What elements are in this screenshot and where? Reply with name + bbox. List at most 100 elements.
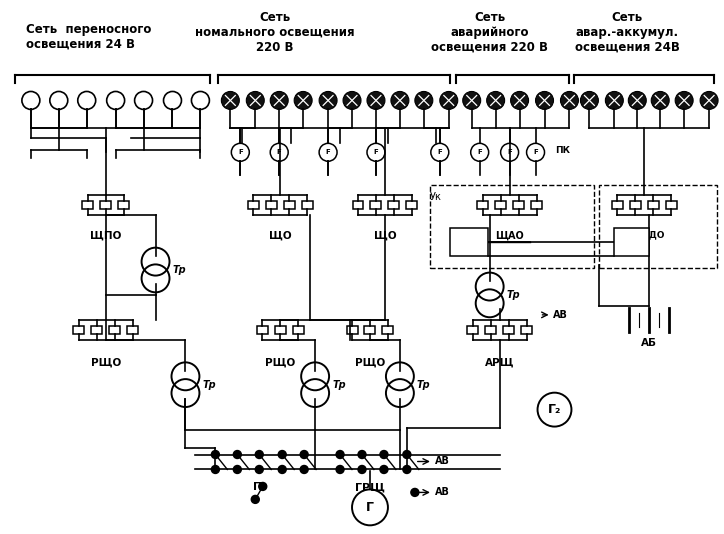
Bar [513, 201, 524, 209]
Circle shape [233, 466, 241, 474]
Circle shape [319, 143, 337, 161]
Circle shape [415, 91, 433, 109]
Bar [531, 201, 542, 209]
Bar [648, 201, 659, 209]
Bar [467, 326, 478, 334]
Text: ПК: ПК [555, 146, 571, 155]
Circle shape [352, 490, 388, 525]
Text: F: F [374, 150, 379, 155]
Circle shape [343, 91, 361, 109]
Bar [430, 185, 594, 268]
Circle shape [246, 91, 264, 109]
Text: F: F [238, 150, 243, 155]
Circle shape [256, 451, 264, 459]
Circle shape [270, 91, 288, 109]
Circle shape [211, 451, 219, 459]
Circle shape [403, 466, 411, 474]
Bar [389, 201, 400, 209]
Circle shape [278, 451, 286, 459]
Circle shape [251, 496, 259, 504]
Circle shape [403, 451, 411, 459]
Text: РЩО: РЩО [265, 358, 295, 368]
Text: Тр: Тр [203, 380, 216, 390]
Circle shape [336, 466, 344, 474]
Circle shape [367, 143, 385, 161]
Bar [353, 201, 363, 209]
Circle shape [358, 451, 366, 459]
Bar [292, 326, 303, 334]
Text: П: П [253, 482, 262, 492]
Bar [83, 201, 93, 209]
Circle shape [675, 91, 693, 109]
Circle shape [581, 91, 598, 109]
Text: Тр: Тр [507, 290, 521, 300]
Circle shape [358, 466, 366, 474]
Text: Ук: Ук [430, 192, 442, 202]
Text: Сеть  переносного
освещения 24 В: Сеть переносного освещения 24 В [26, 22, 151, 51]
Bar [371, 201, 382, 209]
Circle shape [278, 466, 286, 474]
Bar [406, 201, 417, 209]
Bar [100, 201, 111, 209]
Text: Г₂: Г₂ [548, 403, 561, 416]
Text: РЩО: РЩО [355, 358, 385, 368]
Text: АБ: АБ [641, 338, 657, 348]
Circle shape [233, 451, 241, 459]
Text: Тр: Тр [172, 265, 186, 275]
Circle shape [605, 91, 623, 109]
Bar [477, 201, 488, 209]
Text: ЩО: ЩО [269, 230, 292, 240]
Text: F: F [277, 150, 282, 155]
Bar [257, 326, 268, 334]
Text: Тр: Тр [332, 380, 345, 390]
Circle shape [300, 451, 308, 459]
Bar [127, 326, 138, 334]
Bar [665, 201, 677, 209]
Circle shape [336, 451, 344, 459]
Circle shape [487, 91, 505, 109]
Bar [274, 326, 286, 334]
Bar [495, 201, 506, 209]
Text: F: F [437, 150, 442, 155]
Circle shape [300, 466, 308, 474]
Circle shape [537, 392, 571, 427]
Bar [266, 201, 277, 209]
Circle shape [319, 91, 337, 109]
Text: F: F [326, 150, 330, 155]
Circle shape [560, 91, 578, 109]
Bar [503, 326, 514, 334]
Text: Тр: Тр [417, 380, 431, 390]
Text: АРЩ: АРЩ [485, 358, 514, 368]
Circle shape [510, 91, 529, 109]
Circle shape [431, 143, 449, 161]
Circle shape [391, 91, 409, 109]
Bar [118, 201, 129, 209]
Circle shape [700, 91, 718, 109]
Text: АВ: АВ [435, 457, 450, 467]
Bar [284, 201, 295, 209]
Text: ЩАО: ЩАО [495, 230, 524, 240]
Text: F: F [508, 150, 512, 155]
Bar [73, 326, 84, 334]
Text: F: F [533, 150, 538, 155]
Circle shape [294, 91, 312, 109]
Bar [599, 185, 717, 268]
Bar [615, 228, 649, 256]
Circle shape [439, 91, 458, 109]
Bar [382, 326, 393, 334]
Bar [109, 326, 120, 334]
Bar [347, 326, 358, 334]
Bar [91, 326, 102, 334]
Bar [364, 326, 376, 334]
Circle shape [222, 91, 240, 109]
Text: АВ: АВ [552, 310, 568, 320]
Circle shape [500, 143, 518, 161]
Text: ЩПО: ЩПО [90, 230, 122, 240]
Circle shape [526, 143, 544, 161]
Circle shape [652, 91, 669, 109]
Text: ГРЩ: ГРЩ [355, 482, 385, 492]
Text: ЩО: ЩО [374, 230, 396, 240]
Circle shape [471, 143, 489, 161]
Circle shape [258, 482, 266, 490]
Circle shape [411, 489, 419, 497]
